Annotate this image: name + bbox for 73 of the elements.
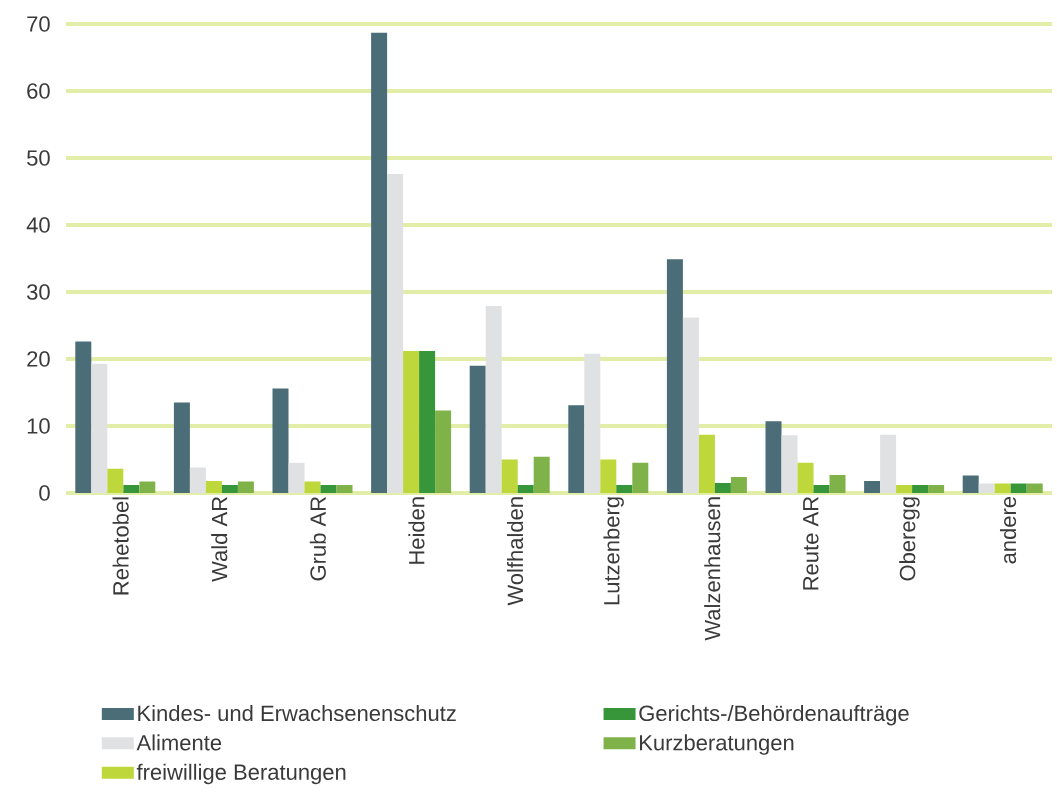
legend-label: Gerichts-/Behördenaufträge: [639, 704, 909, 726]
y-tick-label: 70: [27, 16, 50, 32]
x-tick-label: Rehetobel: [112, 497, 129, 595]
legend-label: Alimente: [136, 734, 222, 751]
bar: [501, 459, 518, 493]
bar: [829, 474, 846, 493]
bar: [632, 462, 649, 493]
bar: [781, 435, 798, 493]
bar: [139, 481, 156, 493]
bar: [173, 402, 190, 493]
bar: [864, 480, 881, 493]
x-tick-label: Oberegg: [899, 497, 920, 581]
legend-label: Kurzberatungen: [640, 734, 794, 755]
bar: [568, 405, 585, 493]
bar: [912, 484, 929, 493]
bar: [682, 317, 699, 493]
bar: [237, 481, 254, 493]
bar: [994, 483, 1011, 493]
bar: [730, 476, 747, 493]
legend-label: freiwillige Beratungen: [136, 763, 346, 785]
bar: [91, 363, 108, 493]
bar: [928, 484, 945, 493]
y-tick-label: 40: [26, 217, 50, 233]
bar: [962, 475, 979, 493]
bar: [371, 32, 388, 493]
bar: [485, 306, 502, 493]
bar: [304, 481, 321, 493]
y-tick-label: 10: [27, 418, 50, 434]
x-tick-label: Lutzenberg: [603, 497, 624, 605]
bar: [600, 459, 617, 493]
bar: [896, 484, 913, 493]
bar: [666, 259, 683, 493]
bar: [419, 350, 436, 493]
bar: [221, 484, 238, 493]
bar: [288, 462, 305, 493]
bar: [387, 174, 404, 493]
y-tick-label: 50: [27, 150, 50, 166]
bar: [880, 434, 897, 493]
legend-label: Kindes- und Erwachsenenschutz: [138, 704, 456, 722]
bar: [1026, 483, 1043, 493]
bar: [320, 484, 337, 493]
y-tick-label: 20: [27, 351, 50, 367]
x-tick-label: Heiden: [408, 497, 425, 564]
bar: [813, 484, 830, 493]
bar: [123, 484, 140, 493]
x-tick-label: Walzenhausen: [704, 497, 721, 641]
bar: [336, 484, 353, 493]
y-tick-label: 60: [27, 83, 50, 99]
x-tick-label: Reute AR: [803, 496, 819, 590]
bar: [469, 365, 486, 493]
bar: [797, 462, 814, 493]
bar: [107, 468, 124, 493]
bar: [189, 467, 206, 493]
bar: [435, 410, 452, 493]
bar: [205, 480, 222, 493]
y-tick-label: 0: [39, 485, 50, 501]
x-tick-label: Wald AR: [211, 496, 228, 582]
bar: [272, 388, 289, 493]
bar: [533, 456, 550, 493]
bar: [403, 350, 420, 493]
x-tick-label: Wolfhalden: [506, 497, 524, 606]
bar: [616, 484, 633, 493]
bar: [517, 484, 534, 493]
x-tick-label: andere: [999, 496, 1017, 564]
bar: [978, 483, 995, 493]
bar: [714, 482, 731, 493]
bar: [698, 434, 715, 493]
x-tick-label: Grub AR: [309, 496, 326, 581]
y-tick-label: 30: [26, 284, 50, 300]
bar: [584, 353, 601, 493]
bar: [1010, 483, 1027, 493]
bar: [75, 341, 92, 493]
bar: [765, 421, 782, 493]
